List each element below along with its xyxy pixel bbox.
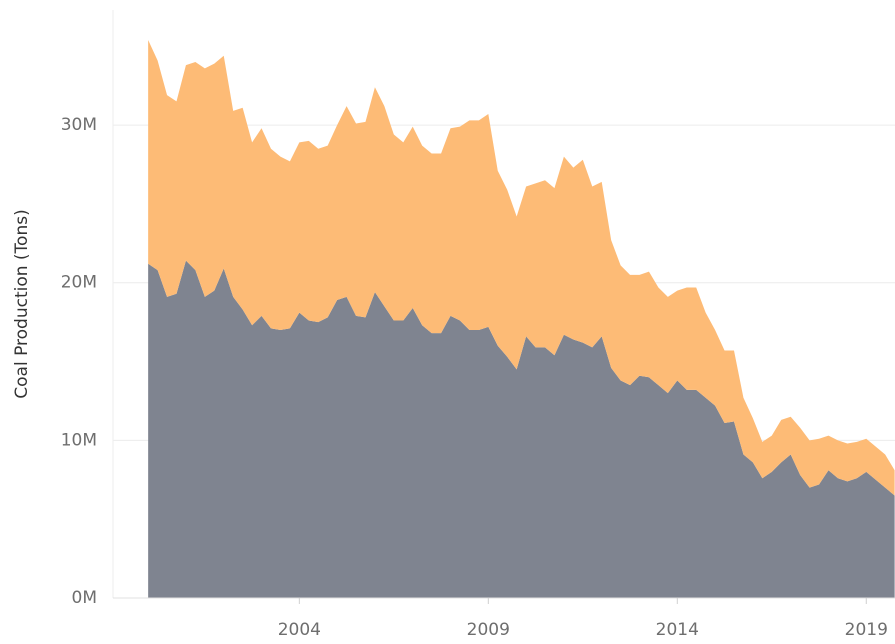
x-tick-label: 2014	[656, 620, 699, 640]
y-tick-label: 10M	[61, 430, 97, 450]
y-tick-label: 20M	[61, 273, 97, 293]
x-tick-label: 2009	[467, 620, 510, 640]
x-tick-label: 2019	[845, 620, 888, 640]
y-axis-label: Coal Production (Tons)	[12, 209, 32, 398]
area	[148, 260, 895, 598]
x-tick-label: 2004	[278, 620, 321, 640]
y-tick-label: 30M	[61, 115, 97, 135]
y-tick-label: 0M	[72, 588, 97, 608]
area	[148, 39, 895, 496]
